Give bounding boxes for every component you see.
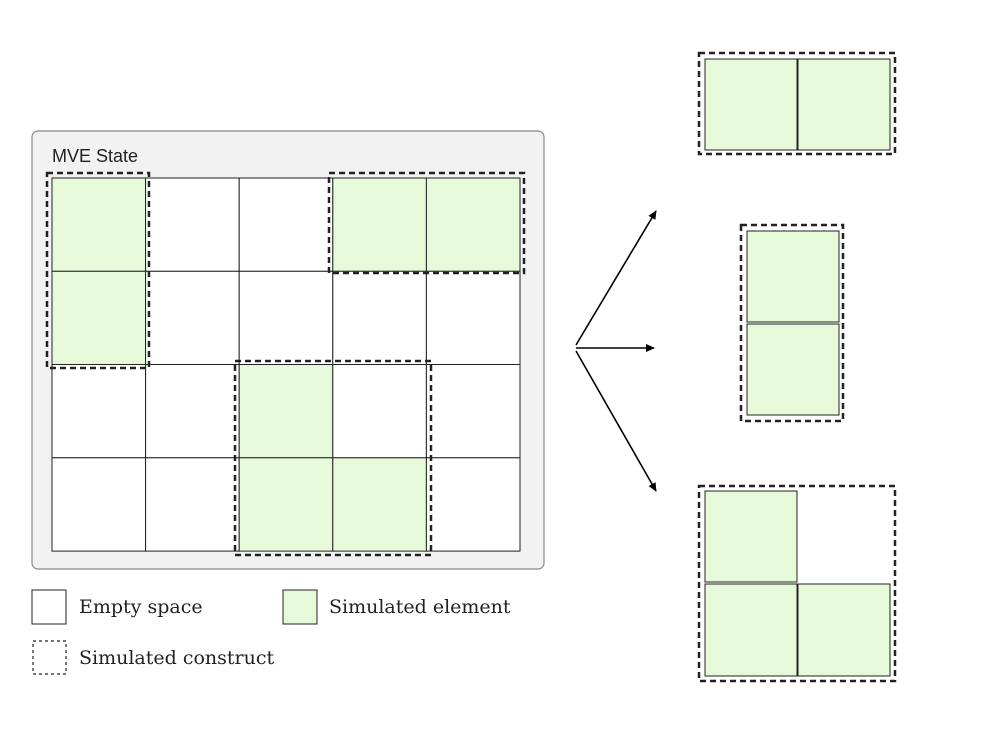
construct-outline-vertical-pair	[45, 171, 151, 370]
simulated-element-cell	[797, 583, 891, 677]
state-grid	[51, 177, 521, 552]
empty-space-cell	[332, 270, 427, 366]
simulated-element-cell	[51, 177, 147, 272]
extracted-horizontal-pair	[697, 51, 897, 156]
legend-construct-label: Simulated construct	[79, 647, 274, 669]
simulated-element-cell	[746, 323, 840, 416]
simulated-element-cell	[704, 490, 798, 583]
legend-empty-swatch	[31, 589, 67, 625]
empty-space-cell	[332, 364, 427, 459]
legend-element-swatch	[282, 589, 318, 625]
simulated-element-cell	[238, 364, 334, 459]
simulated-element-cell	[238, 457, 334, 552]
arrow-to-horizontal-pair	[575, 210, 657, 346]
legend-element-label: Simulated element	[329, 596, 511, 618]
empty-space-cell	[145, 457, 240, 552]
empty-space-cell	[145, 177, 240, 272]
simulated-element-cell	[797, 58, 891, 151]
empty-space-cell	[425, 364, 521, 459]
legend-construct-swatch	[32, 640, 67, 675]
construct-outline	[739, 223, 845, 423]
simulated-element-cell	[51, 270, 147, 366]
simulated-element-cell	[704, 583, 798, 677]
empty-space-cell	[51, 364, 147, 459]
arrow-to-l-shape	[575, 350, 657, 492]
construct-outline-horizontal-pair	[327, 171, 526, 275]
empty-space-cell	[425, 457, 521, 552]
simulated-element-cell	[704, 58, 798, 151]
simulated-element-cell	[332, 457, 427, 552]
extracted-vertical-pair	[739, 223, 845, 423]
legend: Empty space Simulated element Simulated …	[31, 589, 511, 675]
empty-space-cell	[51, 457, 147, 552]
empty-space-cell	[238, 270, 334, 366]
empty-space-cell	[145, 270, 240, 366]
empty-space-cell	[238, 177, 334, 272]
empty-space-cell	[145, 364, 240, 459]
extracted-l-shape	[697, 484, 897, 683]
simulated-element-cell	[746, 230, 840, 323]
panel-title: MVE State	[52, 146, 138, 166]
legend-empty-label: Empty space	[79, 596, 203, 618]
simulated-element-cell	[332, 177, 427, 272]
construct-outline	[697, 51, 897, 156]
simulated-element-cell	[425, 177, 521, 272]
empty-space-cell	[425, 270, 521, 366]
construct-outline	[697, 484, 897, 683]
construct-outline-l-shape	[233, 359, 433, 557]
